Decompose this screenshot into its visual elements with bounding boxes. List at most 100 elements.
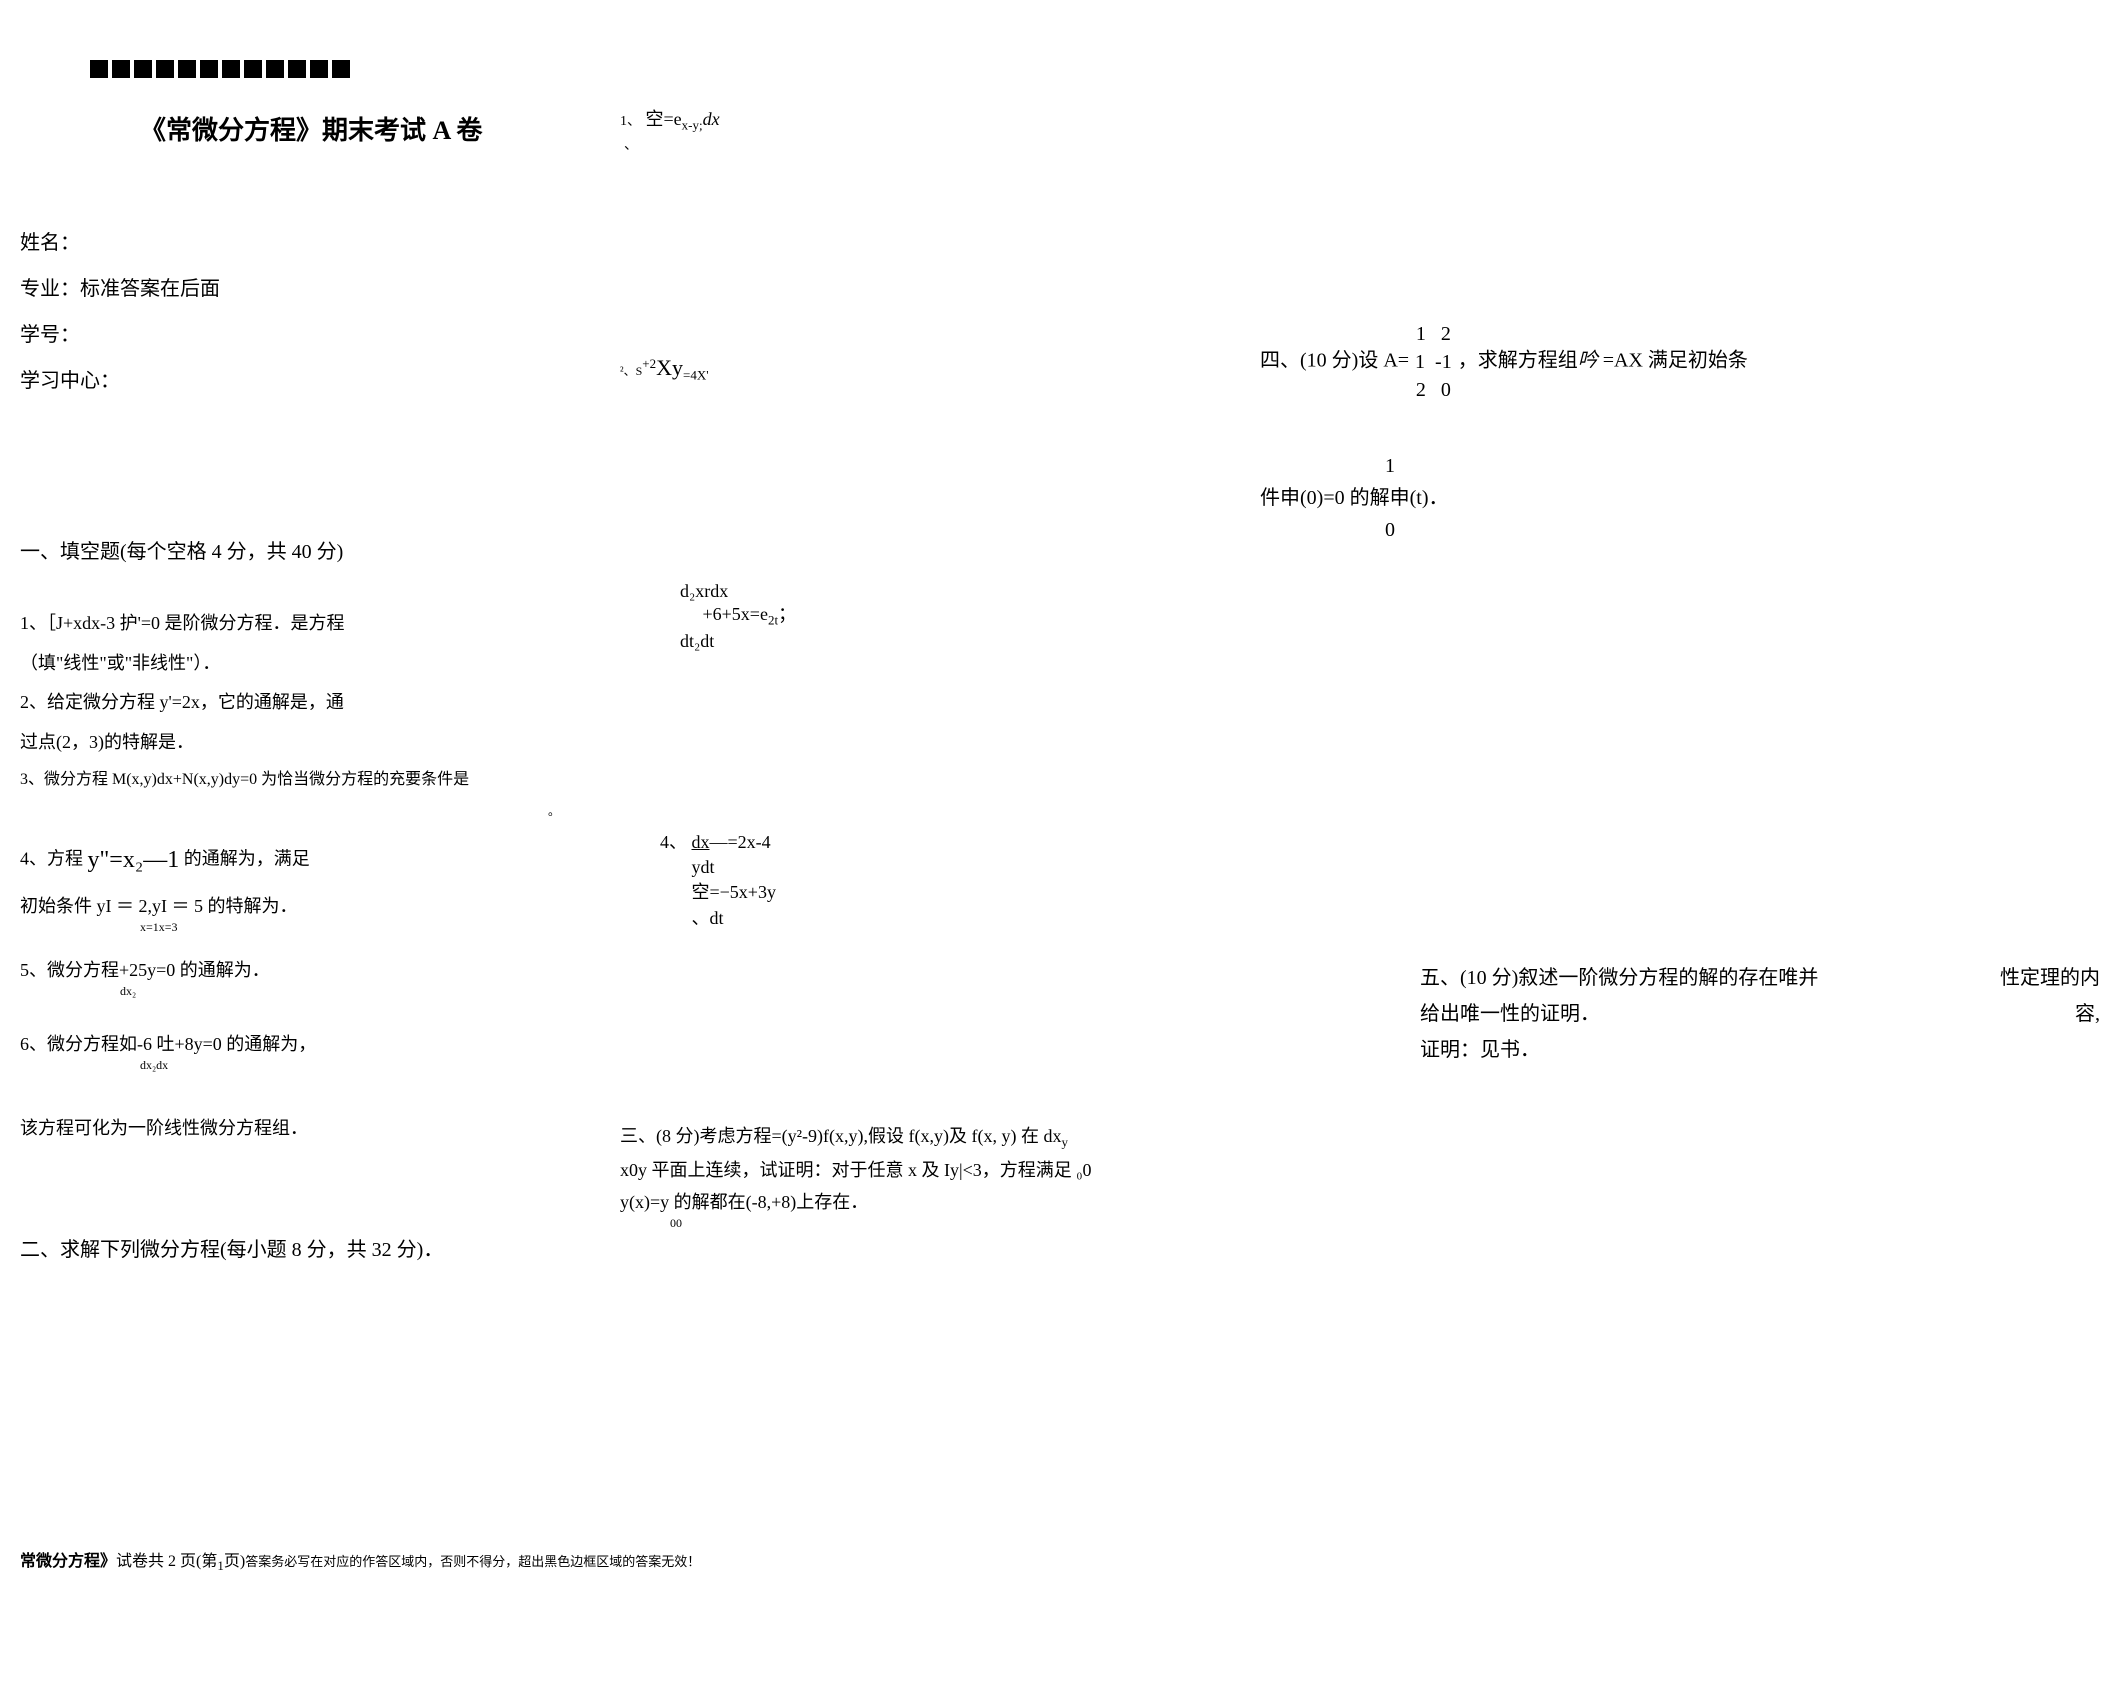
section2-heading: 二、求解下列微分方程(每小题 8 分，共 32 分)．	[20, 1228, 640, 1272]
sec4-post1: ，求解方程组	[1458, 350, 1578, 372]
sec3-line3b: 的解都在(-8,+8)上存在．	[669, 1192, 868, 1212]
m12: 2	[1441, 323, 1451, 345]
equation-r1: 1、 空=ex-y;dx 、	[620, 105, 720, 154]
left-column: 一、填空题(每个空格 4 分，共 40 分) 1、［J+xdx-3 护'=0 是…	[20, 510, 640, 1272]
mid-item-2: ²、S+2Xy=4X'	[620, 355, 709, 384]
cond2: 件申(0)=0 的解申(t)．	[1260, 482, 1520, 514]
q3-content: 3、微分方程 M(x,y)dx+N(x,y)dy=0 为恰当微分方程的充要条件是	[20, 771, 469, 788]
matrix-a: 1 2 1 -1 2 0	[1415, 320, 1452, 404]
m2-sub: =4X'	[683, 368, 709, 383]
r1-comma: 、	[624, 134, 720, 154]
sec4-pre: 四、(10 分)设 A=	[1260, 350, 1409, 372]
q4b-eq1: ＝	[116, 896, 134, 916]
id-label: 学号：	[20, 312, 220, 358]
sec3-line3a: y(x)=y	[620, 1192, 669, 1212]
redact-block	[112, 60, 130, 78]
m3b-row: +6+5x=e2t；	[680, 603, 796, 629]
redact-block	[156, 60, 174, 78]
q4b-pre: 初始条件 yI	[20, 896, 116, 916]
q4b-post: 5 的特解为．	[190, 896, 298, 916]
sec5-line3: 证明：见书．	[1420, 1032, 2100, 1068]
m4b: ydt	[692, 855, 776, 880]
redact-block	[134, 60, 152, 78]
r1-dx: dx	[703, 109, 720, 129]
r1-eq: 空=e	[646, 109, 682, 129]
redact-block	[178, 60, 196, 78]
m11: 1	[1416, 323, 1426, 345]
sec5-line2a: 给出唯一性的证明．	[1420, 996, 1600, 1032]
q1-line2: （填"线性"或"非线性"）．	[20, 644, 640, 684]
cond3: 0	[1260, 514, 1520, 546]
m4-pre: 4、	[660, 832, 687, 852]
mid-item-3: d₂xrdx +6+5x=e2t； dt₂dt	[680, 580, 796, 653]
student-info: 姓名： 专业：标准答案在后面 学号： 学习中心：	[20, 220, 220, 404]
redact-block	[222, 60, 240, 78]
redaction-bar	[90, 60, 350, 78]
name-label: 姓名：	[20, 220, 220, 266]
redact-block	[244, 60, 262, 78]
footer-note: 答案务必写在对应的作答区域内，否则不得分，超出黑色边框区域的答案无效！	[245, 1554, 700, 1569]
m21: 1	[1415, 351, 1425, 373]
section4-condition: 1 件申(0)=0 的解申(t)． 0	[1260, 450, 1520, 546]
section4: 四、(10 分)设 A= 1 2 1 -1 2 0 ，求解方程组吟 =AX 满足…	[1260, 320, 2110, 404]
redact-block	[200, 60, 218, 78]
sec3-line1-text: 三、(8 分)考虑方程=(y²-9)f(x,y),假设 f(x,y)及 f(x,…	[620, 1126, 1061, 1146]
sec3-line3: y(x)=y 的解都在(-8,+8)上存在． 00	[620, 1186, 1240, 1234]
q1-line1: 1、［J+xdx-3 护'=0 是阶微分方程．是方程	[20, 604, 640, 644]
sec5-row1: 五、(10 分)叙述一阶微分方程的解的存在唯并 性定理的内	[1420, 960, 2100, 996]
sec4-post2: =AX 满足初始条	[1598, 350, 1748, 372]
redact-block	[90, 60, 108, 78]
r1-prefix: 1、	[620, 114, 641, 129]
redact-block	[310, 60, 328, 78]
sec4-post1i: 吟	[1578, 350, 1598, 372]
m3b-semi: ；	[778, 604, 796, 624]
redact-block	[332, 60, 350, 78]
section5: 五、(10 分)叙述一阶微分方程的解的存在唯并 性定理的内 给出唯一性的证明． …	[1420, 960, 2100, 1068]
sec3-line1: 三、(8 分)考虑方程=(y²-9)f(x,y),假设 f(x,y)及 f(x,…	[620, 1120, 1240, 1154]
exam-title: 《常微分方程》期末考试 A 卷	[140, 110, 482, 147]
center-label: 学习中心：	[20, 358, 220, 404]
m31: 2	[1416, 379, 1426, 401]
sec3-line2: x0y 平面上连续，试证明：对于任意 x 及 Iy|<3，方程满足 ₀0	[620, 1154, 1240, 1186]
right-column: 四、(10 分)设 A= 1 2 1 -1 2 0 ，求解方程组吟 =AX 满足…	[1260, 320, 2110, 404]
sec5-row2: 给出唯一性的证明． 容,	[1420, 996, 2100, 1032]
footer-mid: 试卷共 2 页(第	[116, 1553, 217, 1570]
m3b: +6+5x=e	[703, 604, 768, 624]
m2-sup: +2	[642, 356, 656, 371]
m3c: dt₂dt	[680, 630, 796, 653]
q4a-post: 的通解为，满足	[179, 848, 310, 868]
r1-sub: x-y;	[682, 118, 703, 133]
section3: 三、(8 分)考虑方程=(y²-9)f(x,y),假设 f(x,y)及 f(x,…	[620, 1120, 1240, 1234]
q2-line2: 过点(2，3)的特解是．	[20, 723, 640, 763]
m4c: 空=−5x+3y	[692, 880, 776, 905]
m2-xy: Xy	[656, 355, 683, 380]
sec5-line2b: 容,	[2075, 996, 2100, 1032]
m3a: d₂xrdx	[680, 580, 796, 603]
q4b-small: x=1x=3	[140, 914, 640, 940]
m32: 0	[1441, 379, 1451, 401]
q3-period: 。	[20, 798, 560, 824]
footer: 常微分方程》试卷共 2 页(第1页)答案务必写在对应的作答区域内，否则不得分，超…	[20, 1547, 700, 1574]
q4a-pre: 4、方程	[20, 848, 88, 868]
q3-text: 3、微分方程 M(x,y)dx+N(x,y)dy=0 为恰当微分方程的充要条件是	[20, 762, 640, 797]
m22: -1	[1435, 351, 1452, 373]
q4b-mid: 2,yI	[134, 896, 172, 916]
redact-block	[288, 60, 306, 78]
q6-line3: 该方程可化为一阶线性微分方程组．	[20, 1109, 640, 1149]
footer-mid2: 页)	[224, 1553, 245, 1570]
m4a2: —=2x-4	[710, 832, 771, 852]
sec5-line1b: 性定理的内	[2000, 960, 2100, 996]
footer-bold: 常微分方程》	[20, 1553, 116, 1570]
m4a: dx	[692, 832, 710, 852]
sec3-line1-sub: y	[1061, 1135, 1068, 1150]
sec5-line1a: 五、(10 分)叙述一阶微分方程的解的存在唯并	[1420, 960, 1818, 996]
q2-line1: 2、给定微分方程 y'=2x，它的通解是，通	[20, 683, 640, 723]
m2-pre: ²、S	[620, 364, 642, 378]
m4d: 、dt	[692, 906, 776, 931]
q4a-eq: y"=x₂—1	[88, 847, 180, 873]
q4-line2: 初始条件 yI ＝ 2,yI ＝ 5 的特解为． x=1x=3	[20, 887, 640, 941]
mid-item-4: 4、 dx—=2x-4 ydt 空=−5x+3y 、dt	[660, 830, 776, 931]
q1a-text: 1、［J+xdx-3 护'=0 是阶微分方程．是方程	[20, 613, 345, 633]
section1-heading: 一、填空题(每个空格 4 分，共 40 分)	[20, 530, 640, 574]
q4-line1: 4、方程 y"=x₂—1 的通解为，满足	[20, 834, 640, 887]
